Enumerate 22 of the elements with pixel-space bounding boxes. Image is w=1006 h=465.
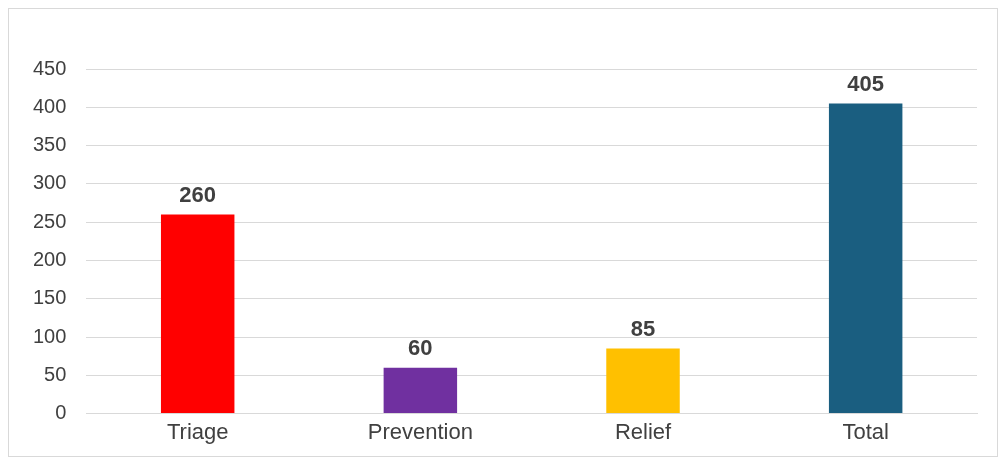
bar (383, 367, 458, 414)
y-tick-label: 250 (32, 209, 67, 232)
x-tick-label: Prevention (367, 418, 473, 444)
bar (606, 348, 680, 414)
bar (828, 103, 903, 414)
x-tick-label: Relief (614, 418, 673, 444)
x-tick-label: Total (842, 418, 889, 444)
y-tick-label: 400 (32, 94, 67, 117)
data-label: 405 (847, 70, 885, 96)
bar (160, 214, 235, 414)
y-tick-label: 50 (44, 362, 67, 385)
data-label: 60 (408, 334, 433, 360)
x-tick-label: Triage (166, 418, 229, 444)
data-label: 260 (179, 181, 217, 207)
data-label: 85 (630, 315, 656, 341)
y-tick-label: 350 (32, 133, 67, 156)
y-tick-label: 300 (32, 171, 67, 194)
y-tick-label: 150 (32, 286, 67, 309)
y-tick-label: 200 (32, 247, 67, 270)
y-tick-label: 100 (32, 324, 67, 347)
y-tick-label: 0 (55, 401, 67, 424)
y-tick-label: 450 (32, 56, 67, 79)
